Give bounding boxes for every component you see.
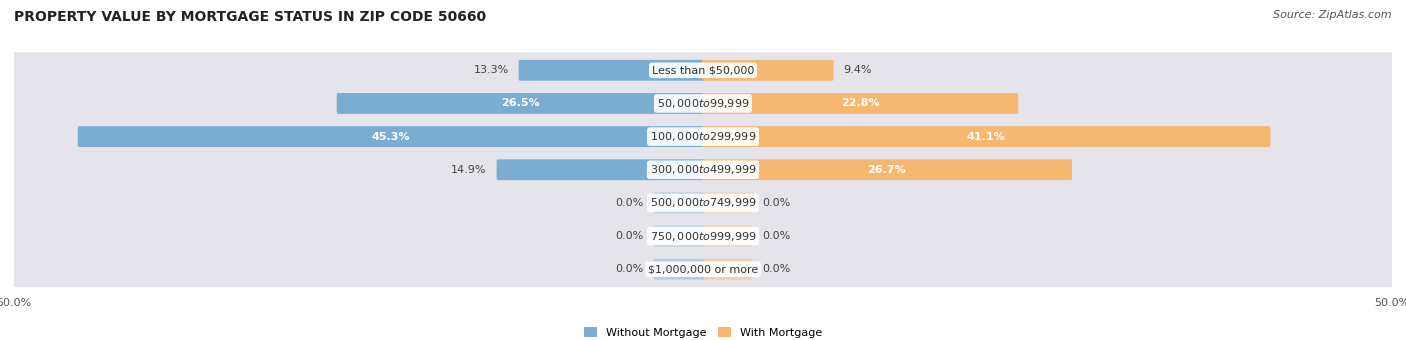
FancyBboxPatch shape: [13, 86, 1393, 121]
FancyBboxPatch shape: [13, 185, 1393, 221]
Text: 0.0%: 0.0%: [762, 231, 790, 241]
Text: 0.0%: 0.0%: [762, 264, 790, 274]
FancyBboxPatch shape: [702, 259, 752, 279]
FancyBboxPatch shape: [13, 251, 1393, 287]
FancyBboxPatch shape: [702, 192, 752, 213]
FancyBboxPatch shape: [519, 60, 704, 81]
Text: $300,000 to $499,999: $300,000 to $499,999: [650, 163, 756, 176]
Text: Source: ZipAtlas.com: Source: ZipAtlas.com: [1274, 10, 1392, 20]
Text: 22.8%: 22.8%: [841, 99, 879, 108]
Text: 26.7%: 26.7%: [868, 165, 907, 175]
FancyBboxPatch shape: [13, 218, 1393, 254]
FancyBboxPatch shape: [702, 60, 834, 81]
FancyBboxPatch shape: [13, 119, 1393, 154]
Text: 0.0%: 0.0%: [616, 264, 644, 274]
FancyBboxPatch shape: [654, 192, 704, 213]
FancyBboxPatch shape: [702, 226, 752, 246]
Text: $750,000 to $999,999: $750,000 to $999,999: [650, 230, 756, 242]
FancyBboxPatch shape: [702, 126, 1271, 147]
FancyBboxPatch shape: [702, 159, 1071, 180]
FancyBboxPatch shape: [702, 93, 1018, 114]
Text: $500,000 to $749,999: $500,000 to $749,999: [650, 197, 756, 209]
Text: 0.0%: 0.0%: [762, 198, 790, 208]
Text: $1,000,000 or more: $1,000,000 or more: [648, 264, 758, 274]
FancyBboxPatch shape: [654, 226, 704, 246]
FancyBboxPatch shape: [13, 152, 1393, 188]
FancyBboxPatch shape: [13, 52, 1393, 88]
Text: 9.4%: 9.4%: [844, 65, 872, 75]
FancyBboxPatch shape: [496, 159, 704, 180]
Text: 0.0%: 0.0%: [616, 198, 644, 208]
Legend: Without Mortgage, With Mortgage: Without Mortgage, With Mortgage: [579, 323, 827, 340]
Text: $100,000 to $299,999: $100,000 to $299,999: [650, 130, 756, 143]
Text: $50,000 to $99,999: $50,000 to $99,999: [657, 97, 749, 110]
Text: 26.5%: 26.5%: [501, 99, 540, 108]
Text: 0.0%: 0.0%: [616, 231, 644, 241]
Text: 45.3%: 45.3%: [371, 132, 411, 141]
Text: 14.9%: 14.9%: [451, 165, 486, 175]
FancyBboxPatch shape: [77, 126, 704, 147]
FancyBboxPatch shape: [654, 259, 704, 279]
Text: Less than $50,000: Less than $50,000: [652, 65, 754, 75]
Text: PROPERTY VALUE BY MORTGAGE STATUS IN ZIP CODE 50660: PROPERTY VALUE BY MORTGAGE STATUS IN ZIP…: [14, 10, 486, 24]
FancyBboxPatch shape: [337, 93, 704, 114]
Text: 13.3%: 13.3%: [474, 65, 509, 75]
Text: 41.1%: 41.1%: [967, 132, 1005, 141]
